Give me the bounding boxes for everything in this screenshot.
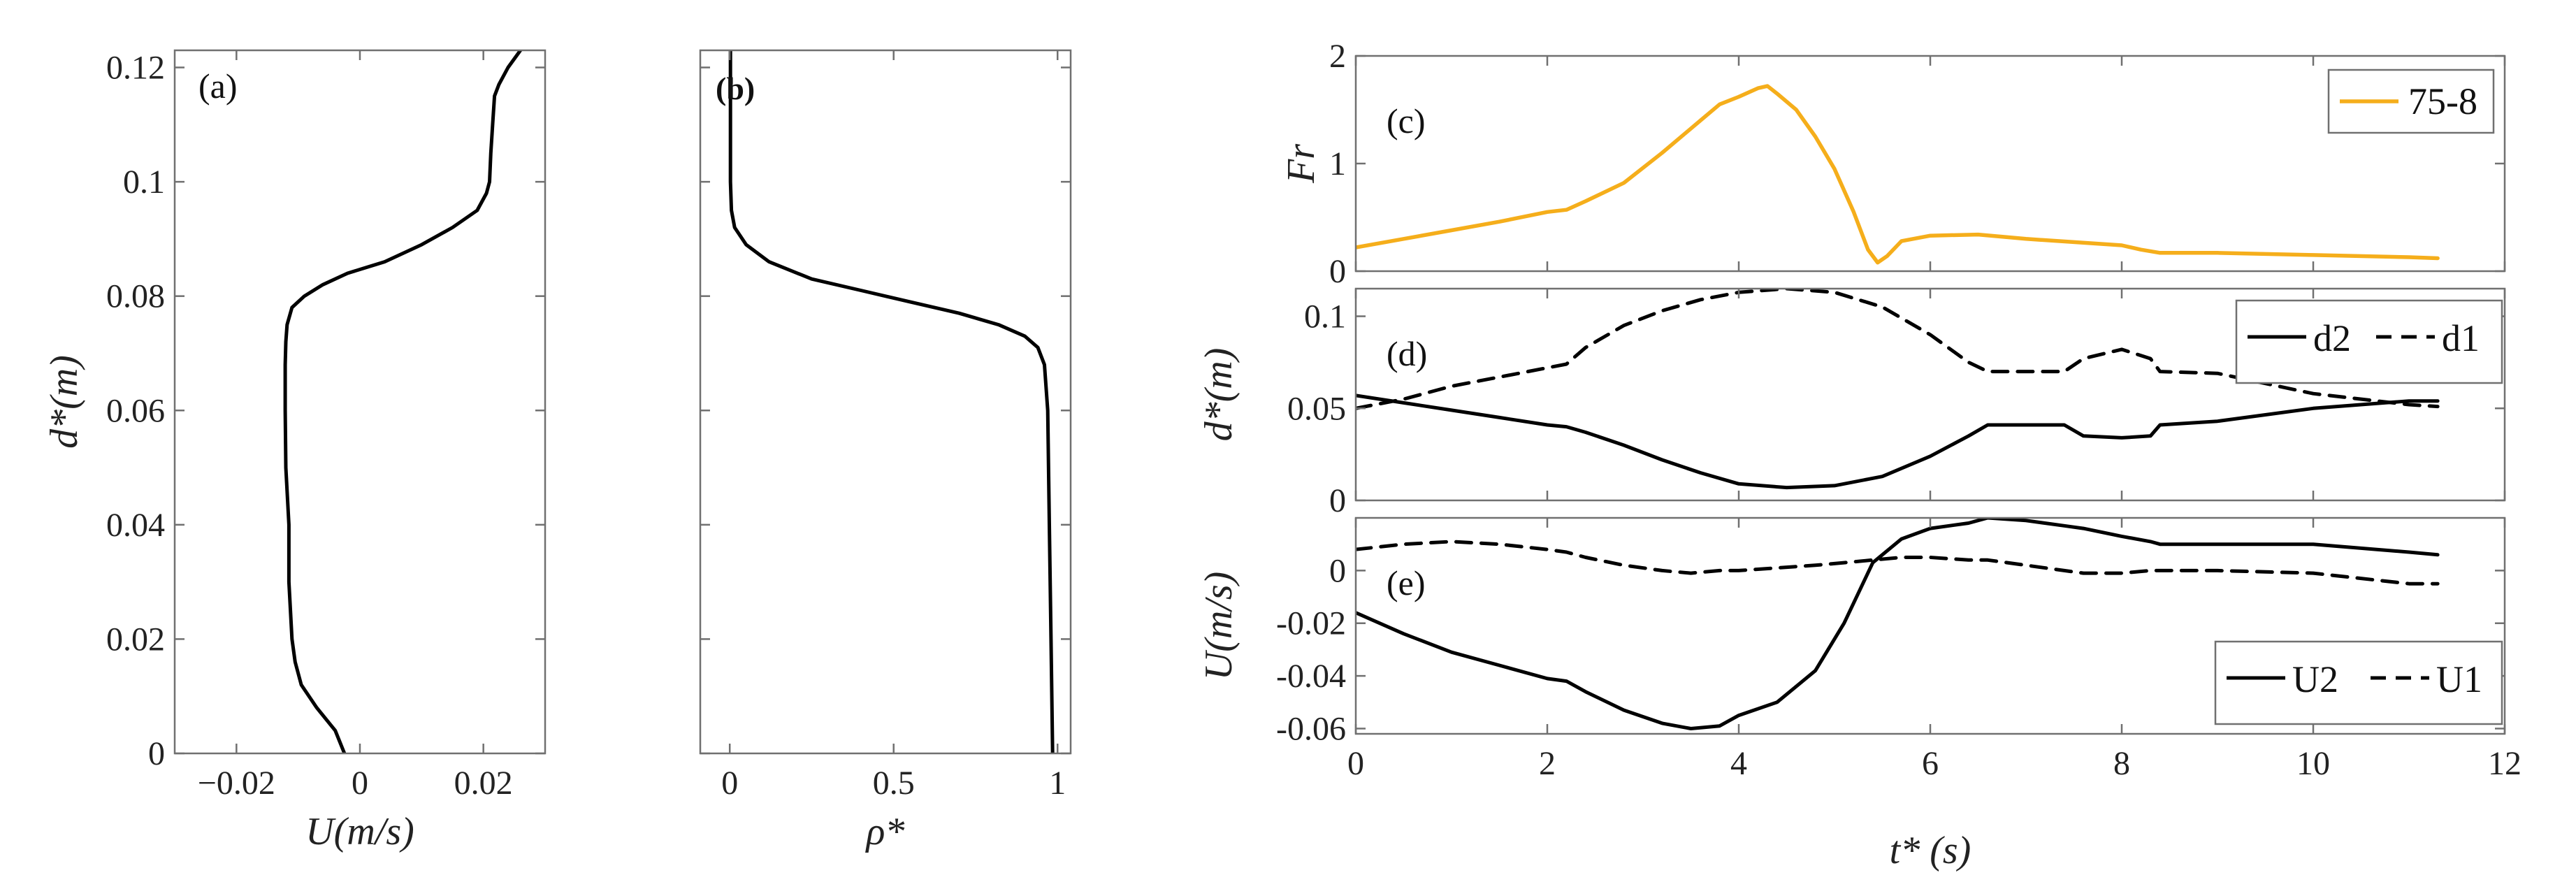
series-group: [1356, 518, 2440, 730]
panel-e-chart: 0 2 4 6 8 10 12 -0.06 -0.04 -0.02 0 (e) U(m/s) t* (s)…: [1197, 516, 2521, 872]
y-tick-label: -0.04: [1276, 658, 1346, 695]
x-tick-label: 0: [1347, 745, 1364, 782]
series-group: [1356, 289, 2440, 490]
series-group: [1356, 84, 2440, 265]
panel-label: (d): [1387, 334, 1427, 373]
y-tick-label: 0: [148, 735, 165, 772]
panel-label: (b): [716, 71, 755, 106]
panel-c-chart: 0 1 2 (c) Fr 75-8: [1280, 38, 2506, 290]
legend: d2 d1: [2235, 299, 2503, 384]
x-tick-label: 0: [352, 765, 368, 802]
x-tick-label: −0.02: [198, 765, 275, 802]
legend: 75-8: [2327, 68, 2495, 134]
axes-frame: [699, 49, 1072, 755]
x-tick-label: 0.5: [873, 765, 915, 802]
x-tick-label: 10: [2296, 745, 2330, 782]
y-tick-label: 0: [1329, 253, 1346, 290]
x-axis-label: U(m/s): [305, 810, 414, 853]
series-line-rho-profile: [728, 50, 1055, 753]
y-tick-label: 2: [1329, 38, 1346, 75]
x-axis-label: ρ*: [865, 810, 905, 853]
series-line-u1: [1356, 540, 2440, 586]
series-line-d2: [1356, 393, 2440, 490]
legend-box: [2214, 640, 2503, 725]
y-tick-label: 0: [1329, 482, 1346, 519]
series-line-75-8: [1356, 84, 2440, 265]
x-tick-label: 4: [1730, 745, 1747, 782]
y-tick-label: 0.05: [1287, 390, 1346, 427]
y-tick-label: 0.08: [106, 278, 165, 315]
y-axis-label: U(m/s): [1197, 572, 1240, 681]
legend-label: d2: [2313, 317, 2351, 359]
x-tick-label: 6: [1922, 745, 1939, 782]
panel-label: (e): [1387, 563, 1426, 602]
legend-box: [2235, 299, 2503, 384]
x-tick-label: 12: [2488, 745, 2521, 782]
series-group: [728, 50, 1055, 753]
x-tick-label: 0: [721, 765, 738, 802]
x-tick-label: 0.02: [454, 765, 513, 802]
y-tick-label: 0.02: [106, 621, 165, 658]
series-line-u-profile: [283, 50, 523, 753]
x-tick-label: 2: [1539, 745, 1556, 782]
y-tick-label: 0.1: [123, 164, 165, 201]
legend: U2 U1: [2214, 640, 2503, 725]
y-axis-label: Fr: [1280, 144, 1323, 184]
series-line-d1: [1356, 289, 2440, 410]
x-axis-label: t* (s): [1890, 829, 1971, 872]
y-tick-label: -0.02: [1276, 605, 1346, 642]
panel-d-chart: 0 0.05 0.1 (d) d*(m) d2 d1: [1197, 287, 2506, 519]
legend-label: 75-8: [2408, 80, 2477, 122]
panel-b-chart: 0 0.5 1 (b) ρ*: [699, 49, 1072, 853]
x-tick-label: 8: [2113, 745, 2130, 782]
y-axis-label: d*(m): [1197, 348, 1240, 442]
y-tick-label: 0.04: [106, 507, 165, 544]
panel-label: (a): [198, 66, 238, 106]
x-tick-label: 1: [1049, 765, 1066, 802]
legend-label: U1: [2436, 658, 2482, 700]
y-tick-label: -0.06: [1276, 710, 1346, 747]
legend-label: U2: [2292, 658, 2338, 700]
y-tick-label: 0.06: [106, 392, 165, 429]
panel-a-chart: −0.02 0 0.02 0 0.02 0.04 0.06 0.08 0.1 0.12 (a) U(m…: [43, 50, 547, 853]
y-tick-label: 0.12: [106, 50, 165, 87]
series-group: [283, 50, 523, 753]
y-tick-label: 0: [1329, 552, 1346, 589]
series-line-u2: [1356, 518, 2440, 730]
y-tick-label: 1: [1329, 145, 1346, 182]
legend-label: d1: [2442, 317, 2480, 359]
y-tick-label: 0.1: [1304, 298, 1346, 335]
y-axis-label: d*(m): [43, 355, 86, 449]
panel-label: (c): [1387, 101, 1426, 140]
